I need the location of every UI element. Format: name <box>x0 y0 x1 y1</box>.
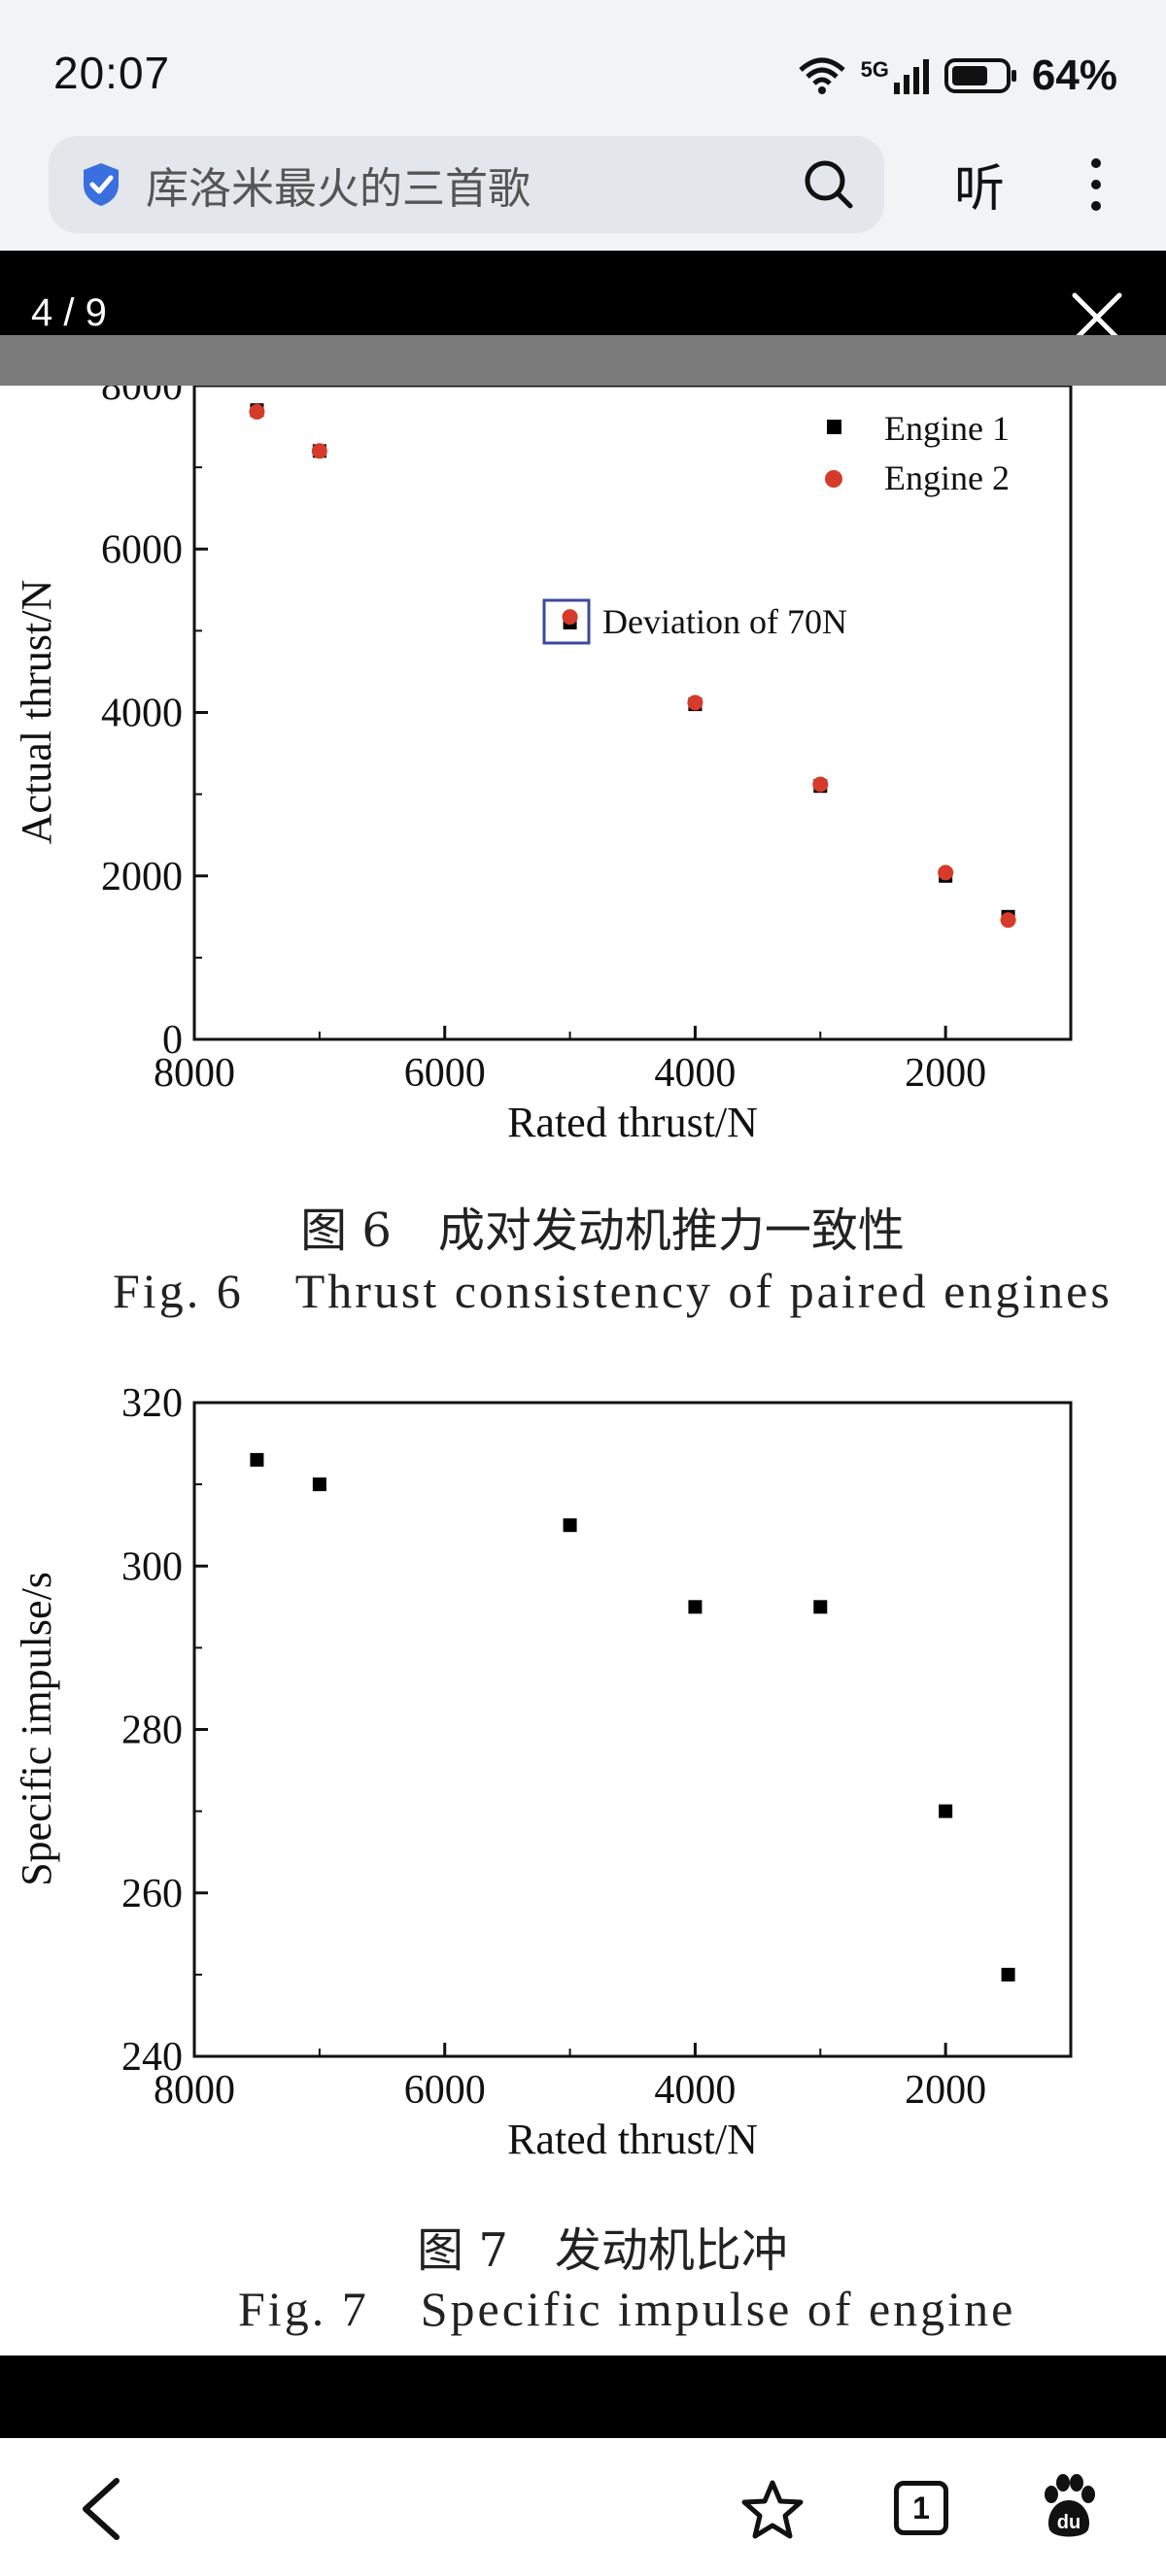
y-tick-label: 240 <box>121 2035 183 2080</box>
engine-2-point <box>938 864 954 881</box>
status-icons: 5G 64% <box>797 47 1117 105</box>
image-viewer-header <box>0 251 1166 338</box>
x-axis-label: Rated thrust/N <box>507 2116 758 2163</box>
tab-count: 1 <box>912 2490 930 2525</box>
thrust-consistency-chart: 8000 6000 4000 2000 0 2000 4000 6000 8000 Actual… <box>13 386 1073 1146</box>
menu-icon[interactable] <box>1086 155 1106 214</box>
engine-2-point <box>1000 912 1016 929</box>
back-icon[interactable] <box>78 2477 126 2541</box>
legend-label-engine-2: Engine 2 <box>884 458 1010 497</box>
y-tick-label: 320 <box>121 1381 183 1426</box>
status-time: 20:07 <box>53 48 171 98</box>
page-counter: 4 / 9 <box>31 291 107 334</box>
data-point <box>813 1600 828 1614</box>
figure-6-caption-cn: 图 6 成对发动机推力一致性 <box>300 1203 905 1258</box>
y-tick-label: 4000 <box>101 692 183 736</box>
y-tick-label: 260 <box>121 1872 183 1916</box>
data-point <box>688 1600 703 1614</box>
data-point <box>312 1477 326 1492</box>
y-tick-label: 300 <box>121 1544 183 1589</box>
y-tick-label: 280 <box>121 1709 183 1753</box>
star-icon[interactable] <box>740 2479 805 2541</box>
close-icon[interactable] <box>1069 289 1125 346</box>
legend-marker-engine-2 <box>825 470 842 488</box>
figure-6-caption-en: Fig. 6 Thrust consistency of paired engi… <box>113 1264 1113 1318</box>
x-tick-label: 4000 <box>654 2068 736 2113</box>
engine-2-point <box>812 776 829 793</box>
baidu-du-label: du <box>1056 2512 1081 2533</box>
engine-2-point <box>687 695 703 711</box>
wifi-icon <box>798 57 845 94</box>
listen-button[interactable]: 听 <box>954 161 1006 218</box>
y-axis-label: Specific impulse/s <box>13 1572 60 1886</box>
network-label: 5G <box>860 57 889 82</box>
data-point <box>1001 1967 1015 1982</box>
x-axis-label: Rated thrust/N <box>507 1099 758 1146</box>
data-point <box>563 1518 577 1533</box>
bottom-navigation: 1 du <box>0 2438 1166 2576</box>
x-tick-label: 8000 <box>154 1051 235 1096</box>
search-bar[interactable] <box>49 136 884 233</box>
viewer-divider <box>0 335 1166 386</box>
deviation-highlight-box <box>542 598 591 645</box>
document-image: 8000 6000 4000 2000 0 2000 4000 6000 8000 Actual… <box>0 386 1166 2356</box>
y-tick-label: 8000 <box>101 386 183 409</box>
shield-icon <box>84 163 119 206</box>
x-tick-label: 6000 <box>404 2068 486 2113</box>
x-tick-label: 4000 <box>654 1051 736 1096</box>
battery-icon <box>943 58 1016 93</box>
figure-7-caption-cn: 图 7 发动机比冲 <box>417 2223 788 2278</box>
data-point <box>939 1804 953 1818</box>
x-tick-label: 6000 <box>404 1051 486 1096</box>
y-tick-label: 6000 <box>101 527 183 572</box>
baidu-paw-icon[interactable]: du <box>1038 2473 1100 2541</box>
engine-2-point <box>311 443 327 459</box>
legend-marker-engine-1 <box>827 420 841 434</box>
plot-frame <box>192 1401 1073 2058</box>
search-icon[interactable] <box>802 157 856 212</box>
figure-7-caption-en: Fig. 7 Specific impulse of engine <box>238 2282 1016 2336</box>
x-tick-label: 2000 <box>905 1051 986 1096</box>
x-tick-label: 8000 <box>154 2068 235 2113</box>
y-axis-label: Actual thrust/N <box>13 580 60 845</box>
engine-2-point <box>562 609 578 626</box>
tabs-icon[interactable]: 1 <box>894 2481 948 2535</box>
specific-impulse-chart: 8000 6000 4000 2000 240 260 280 300 320 Specific… <box>13 1381 1073 2163</box>
battery-percent: 64% <box>1031 51 1117 99</box>
image-viewer-footer <box>0 2356 1166 2438</box>
y-tick-label: 0 <box>162 1018 183 1063</box>
engine-2-point <box>249 403 265 420</box>
signal-icon <box>893 59 929 94</box>
deviation-annotation: Deviation of 70N <box>602 602 847 641</box>
y-tick-label: 2000 <box>101 855 183 899</box>
x-tick-label: 2000 <box>905 2068 986 2113</box>
data-point <box>250 1452 264 1467</box>
search-query-text[interactable]: 库洛米最火的三首歌 <box>146 165 531 213</box>
legend-label-engine-1: Engine 1 <box>884 409 1010 448</box>
